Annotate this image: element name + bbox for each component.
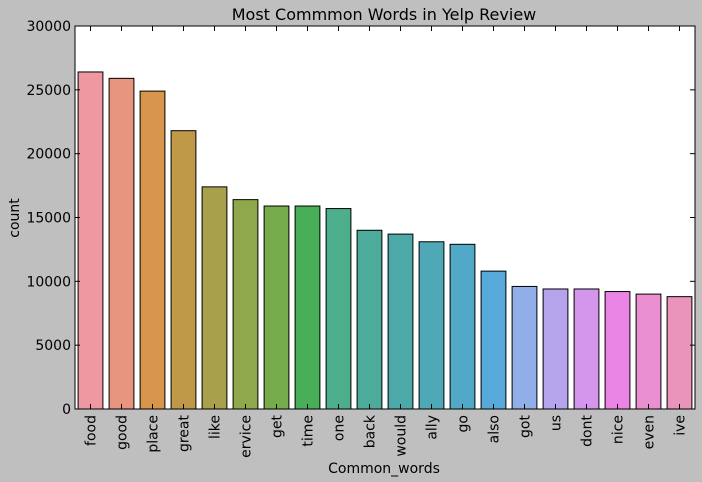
x-tick-label: us	[549, 415, 565, 431]
bar-great	[170, 130, 197, 410]
x-tick-label: time	[301, 415, 317, 447]
bar-good	[108, 77, 135, 410]
y-tick-label: 25000	[26, 83, 71, 99]
bar-even	[635, 293, 662, 410]
x-tick-label: even	[642, 415, 658, 449]
x-tick-label: get	[270, 415, 286, 439]
y-tick-label: 20000	[26, 147, 71, 163]
x-tick-label: go	[456, 415, 472, 432]
x-tick-label: great	[177, 415, 193, 453]
x-tick-label: like	[208, 415, 224, 439]
y-tick-label: 15000	[26, 211, 71, 227]
bar-would	[387, 233, 414, 410]
bar-nice	[604, 291, 631, 410]
y-axis-label: count	[7, 198, 23, 238]
bar-one	[325, 208, 352, 410]
x-tick-label: food	[84, 415, 100, 446]
plot-frame	[74, 25, 696, 410]
bar-place	[139, 90, 166, 410]
y-tick-label: 5000	[35, 338, 71, 354]
bar-us	[542, 288, 569, 410]
bar-ive	[666, 296, 693, 410]
x-tick-label: nice	[611, 415, 627, 444]
x-tick-label: one	[332, 415, 348, 441]
chart-title: Most Commmon Words in Yelp Review	[232, 5, 537, 24]
y-tick-label: 10000	[26, 274, 71, 290]
x-tick-label: also	[487, 415, 503, 443]
y-axis-ticks: 0 5000 10000 15000 20000 25000 30000	[26, 19, 695, 418]
y-tick-label: 30000	[26, 19, 71, 35]
x-axis-label: Common_words	[328, 461, 440, 477]
bar-food	[77, 71, 104, 410]
bar-go	[449, 243, 476, 410]
x-tick-label: would	[394, 415, 410, 457]
plot-area	[75, 26, 695, 409]
x-axis-ticks: food good place great like ervice get time one ba…	[84, 26, 689, 458]
bar-ervice	[232, 199, 259, 410]
x-tick-label: back	[363, 414, 379, 448]
x-tick-label: ive	[673, 415, 689, 436]
x-tick-label: ally	[425, 415, 441, 440]
bar-time	[294, 205, 321, 410]
x-tick-label: ervice	[239, 415, 255, 458]
bar-back	[356, 229, 383, 410]
bar-dont	[573, 288, 600, 410]
y-tick-label: 0	[62, 402, 71, 418]
bar-get	[263, 205, 290, 410]
x-tick-label: place	[146, 415, 162, 453]
bars	[77, 71, 693, 410]
x-tick-label: dont	[580, 415, 596, 447]
bar-got	[511, 285, 538, 410]
bar-like	[201, 186, 228, 410]
bar-also	[480, 270, 507, 410]
bar-ally	[418, 241, 445, 410]
x-tick-label: got	[518, 415, 534, 438]
x-tick-label: good	[115, 415, 131, 450]
